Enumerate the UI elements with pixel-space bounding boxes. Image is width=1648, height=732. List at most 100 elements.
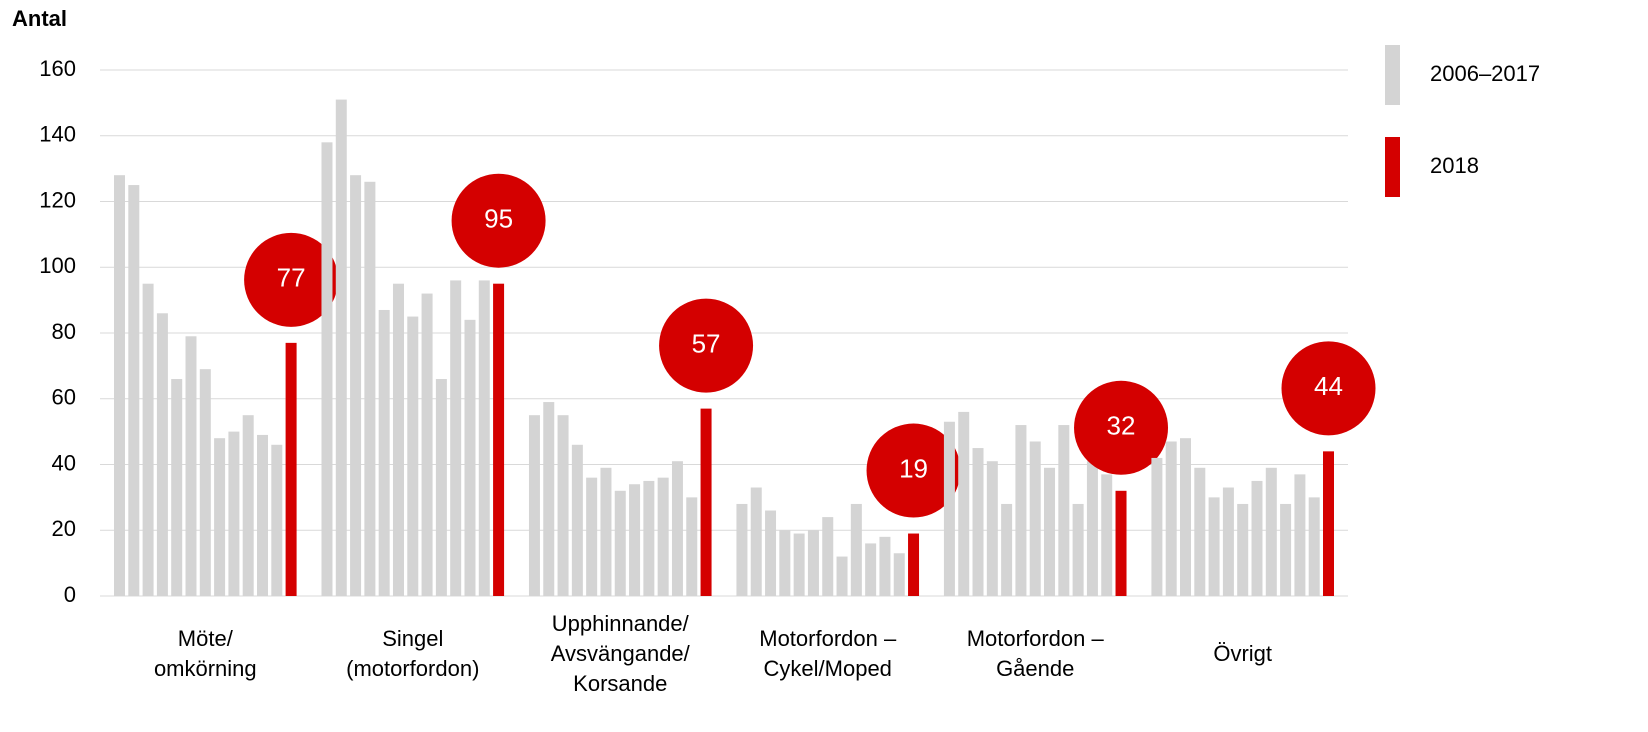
bar — [600, 467, 612, 596]
bar — [543, 402, 555, 596]
value-label-badge — [1281, 341, 1376, 436]
bar — [557, 415, 569, 596]
bar — [1265, 467, 1277, 596]
bar — [736, 503, 748, 596]
bar — [1251, 480, 1263, 596]
bar — [1015, 425, 1027, 596]
bar — [629, 484, 641, 596]
bar — [1208, 497, 1220, 596]
x-tick-label: Möte/ — [178, 626, 234, 651]
legend-swatch — [1385, 137, 1400, 197]
bar — [285, 342, 297, 596]
bar — [643, 480, 655, 596]
y-tick-label: 80 — [52, 319, 76, 344]
y-tick-label: 120 — [39, 187, 76, 212]
bar — [142, 283, 154, 596]
bar — [214, 438, 226, 596]
value-label: 57 — [692, 328, 721, 358]
bar — [378, 309, 390, 596]
x-tick-label: Upphinnande/ — [552, 611, 690, 636]
bar — [972, 448, 984, 596]
bar — [435, 379, 447, 596]
bar — [350, 175, 362, 596]
value-label-badge — [244, 232, 339, 327]
bar — [671, 461, 683, 596]
bar — [1101, 474, 1113, 596]
bar — [1280, 503, 1292, 596]
y-tick-label: 40 — [52, 450, 76, 475]
bar — [1294, 474, 1306, 596]
bar — [657, 477, 669, 596]
x-tick-label: Avsvängande/ — [551, 641, 691, 666]
bar — [1180, 438, 1191, 596]
bar — [199, 369, 211, 596]
y-tick-label: 60 — [52, 385, 76, 410]
bar — [528, 415, 540, 596]
bar — [1222, 487, 1234, 596]
bar — [1072, 503, 1084, 596]
x-tick-label: Singel — [382, 626, 443, 651]
bar — [1044, 467, 1056, 596]
legend-swatch — [1385, 45, 1400, 105]
value-label-badge — [1074, 380, 1169, 475]
bar — [271, 444, 283, 596]
bar — [185, 336, 197, 596]
bar — [879, 536, 891, 596]
bar — [1237, 503, 1249, 596]
bar — [865, 543, 877, 596]
bar — [1151, 457, 1163, 596]
bar — [156, 313, 168, 596]
bar — [571, 444, 583, 596]
value-label: 32 — [1107, 411, 1136, 441]
bar — [1029, 441, 1041, 596]
bar — [807, 530, 819, 596]
bar — [493, 283, 505, 596]
bar — [893, 553, 905, 596]
bar — [421, 293, 433, 596]
value-label: 77 — [277, 263, 306, 293]
value-label: 95 — [484, 204, 513, 234]
value-label: 44 — [1314, 371, 1343, 401]
bar — [1194, 467, 1206, 596]
bar — [943, 421, 955, 596]
bar — [450, 280, 462, 596]
x-tick-label: omkörning — [154, 656, 257, 681]
legend-label: 2006–2017 — [1430, 61, 1540, 86]
bar — [1323, 451, 1334, 596]
bar — [407, 316, 419, 596]
x-tick-label: Cykel/Moped — [764, 656, 892, 681]
bar — [700, 408, 712, 596]
bar — [986, 461, 998, 596]
bar — [793, 533, 805, 596]
bar — [478, 280, 490, 596]
x-tick-label: Motorfordon – — [967, 626, 1105, 651]
bar — [1058, 425, 1070, 596]
bar — [822, 517, 834, 596]
bar — [257, 434, 268, 596]
y-tick-label: 100 — [39, 253, 76, 278]
bar — [171, 379, 183, 596]
bar — [836, 556, 848, 596]
bar — [614, 490, 626, 596]
bar — [765, 510, 777, 596]
bar — [364, 181, 376, 596]
bar — [1086, 461, 1098, 596]
bar — [1165, 441, 1177, 596]
bar — [686, 497, 698, 596]
bar — [1001, 503, 1013, 596]
bar — [1308, 497, 1320, 596]
value-label-badge — [451, 173, 546, 268]
bar — [958, 411, 970, 596]
value-label-badge — [659, 298, 754, 393]
bar — [228, 431, 240, 596]
bar — [321, 142, 333, 596]
y-tick-label: 140 — [39, 122, 76, 147]
bar — [779, 530, 791, 596]
bar — [586, 477, 598, 596]
y-tick-label: 0 — [64, 582, 76, 607]
bar — [114, 175, 125, 596]
bar — [908, 533, 920, 596]
x-tick-label: (motorfordon) — [346, 656, 479, 681]
bar — [850, 503, 862, 596]
